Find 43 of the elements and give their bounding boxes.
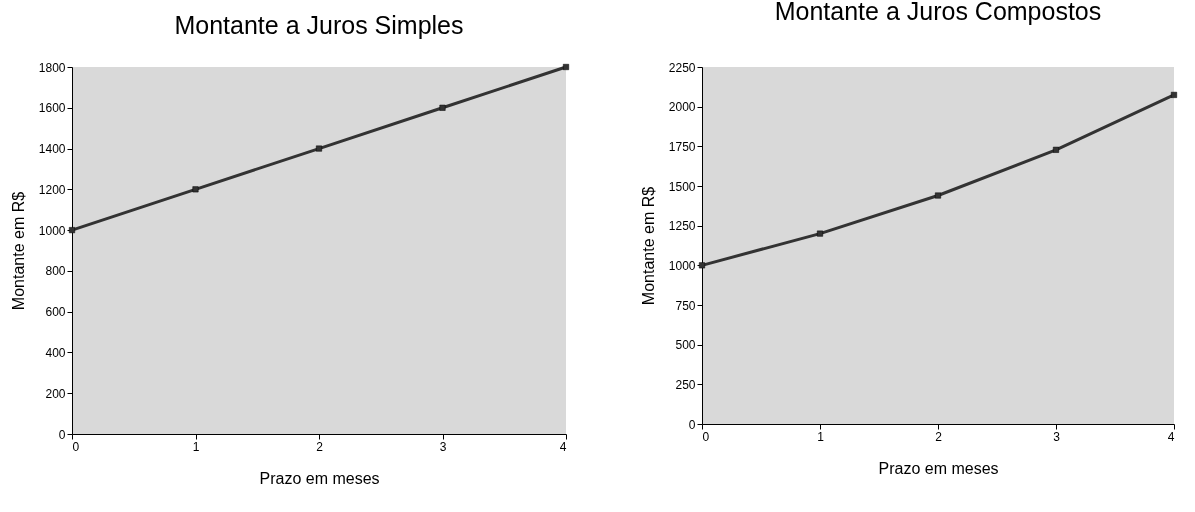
y-tick-label: 800 (45, 264, 66, 279)
y-tick-label: 400 (45, 345, 66, 360)
x-axis-title: Prazo em meses (878, 459, 999, 477)
x-tick-label: 2 (316, 439, 324, 454)
chart-title: Montante a Juros Compostos (774, 0, 1102, 25)
y-tick-label: 1400 (38, 142, 66, 157)
y-tick-label: 0 (688, 417, 696, 432)
y-tick-label: 1750 (668, 139, 696, 154)
point (1171, 91, 1177, 98)
x-tick-label: 3 (1053, 429, 1061, 444)
y-tick-label: 600 (45, 305, 66, 320)
x-tick-label: 1 (192, 439, 200, 454)
point (192, 186, 199, 193)
y-tick-label: 750 (675, 298, 696, 313)
y-tick-label: 1250 (668, 219, 696, 234)
x-tick-label: 2 (935, 429, 943, 444)
point (817, 230, 823, 237)
y-tick-label: 1800 (38, 60, 66, 75)
y-tick-label: 1200 (38, 182, 66, 197)
y-tick-label: 1000 (668, 258, 696, 273)
point (1053, 146, 1059, 153)
point (316, 145, 322, 152)
x-tick-label: 0 (72, 439, 80, 454)
y-tick-label: 2250 (668, 60, 696, 75)
y-axis-title: Montante em R$ (639, 186, 657, 306)
y-tick-label: 1500 (668, 179, 696, 194)
x-axis-title: Prazo em meses (259, 469, 380, 487)
y-tick-label: 500 (675, 338, 696, 353)
y-tick-label: 2000 (668, 100, 696, 115)
point (563, 64, 569, 70)
point (935, 192, 941, 199)
point (439, 104, 446, 111)
x-tick-label: 1 (817, 429, 825, 444)
x-tick-label: 3 (439, 439, 447, 454)
y-axis-title: Montante em R$ (9, 191, 27, 311)
x-tick-label: 4 (559, 439, 567, 454)
y-tick-label: 200 (45, 386, 66, 401)
chart-title: Montante a Juros Simples (174, 11, 464, 39)
y-tick-label: 250 (675, 377, 696, 392)
y-tick-label: 1000 (38, 223, 66, 238)
x-tick-label: 4 (1167, 429, 1175, 444)
y-tick-label: 1600 (38, 101, 66, 116)
x-tick-label: 0 (702, 429, 710, 444)
